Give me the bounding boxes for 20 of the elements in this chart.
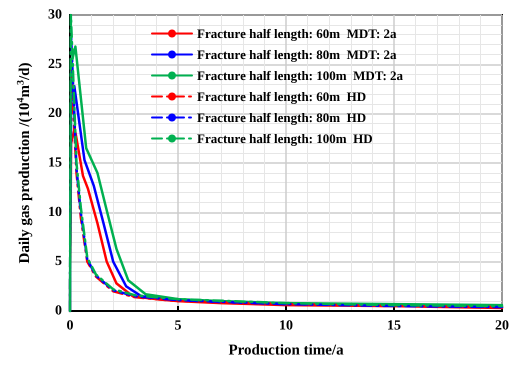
- x-tick-label: 10: [279, 318, 293, 334]
- legend-label: Fracture half length: 80m HD: [197, 110, 366, 125]
- legend-label: Fracture half length: 60m HD: [197, 89, 366, 104]
- y-tick-label: 0: [55, 304, 62, 318]
- x-axis-title: Production time/a: [228, 342, 344, 358]
- y-tick-label: 5: [55, 254, 62, 270]
- y-axis-title: Daily gas production /(104m3/d): [16, 62, 33, 264]
- y-tick-label: 15: [48, 156, 62, 170]
- x-tick-label: 0: [66, 318, 74, 334]
- y-tick-label: 30: [48, 8, 62, 22]
- x-tick-label: 5: [174, 318, 182, 334]
- legend-label: Fracture half length: 60m MDT: 2a: [197, 26, 398, 41]
- y-tick-label: 20: [48, 106, 62, 122]
- x-tick-label: 20: [495, 318, 509, 334]
- x-tick-label: 15: [387, 318, 401, 334]
- legend-label: Fracture half length: 100m HD: [197, 131, 373, 146]
- legend-label: Fracture half length: 80m MDT: 2a: [197, 47, 398, 62]
- y-tick-label: 10: [48, 204, 62, 220]
- y-tick-label: 25: [48, 56, 62, 72]
- legend-label: Fracture half length: 100m MDT: 2a: [197, 68, 404, 83]
